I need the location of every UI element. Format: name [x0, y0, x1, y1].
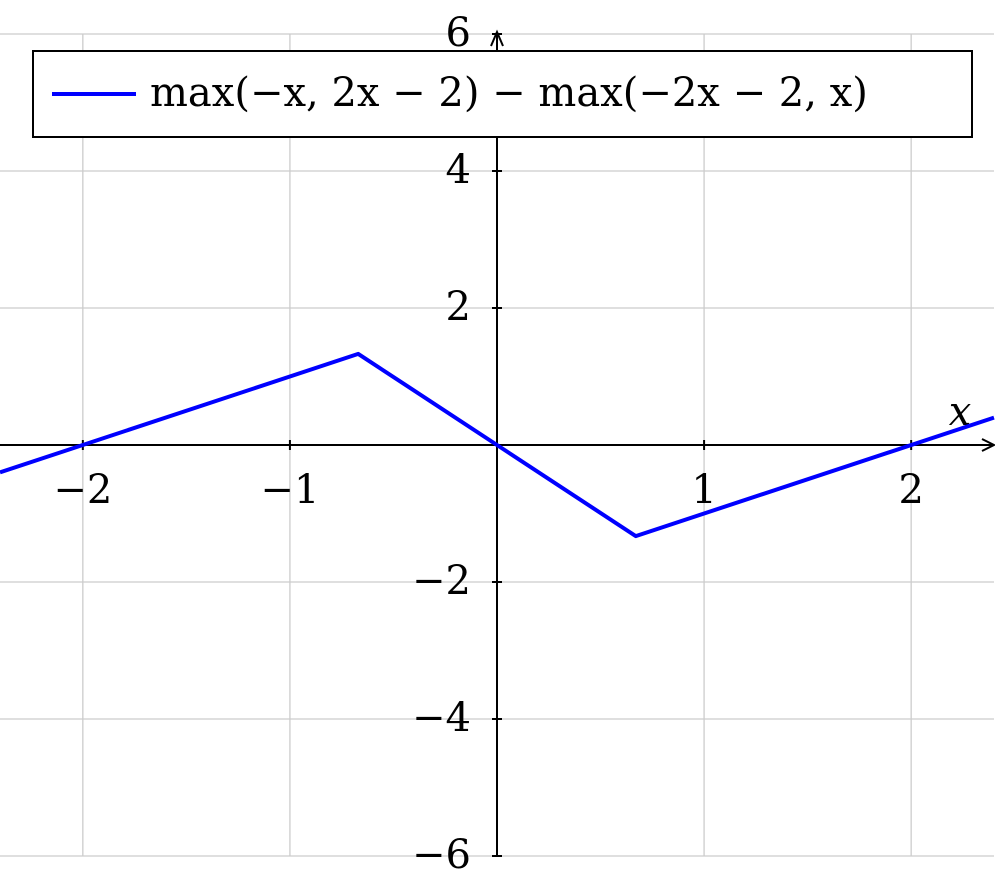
- y-tick-label: 2: [446, 284, 471, 330]
- y-tick-label: 4: [446, 147, 471, 193]
- x-axis-arrow: [981, 438, 995, 452]
- y-tick-label: 6: [446, 10, 471, 56]
- y-axis-arrow: [490, 29, 504, 47]
- legend-label: max(−x, 2x − 2) − max(−2x − 2, x): [150, 70, 868, 116]
- x-axis-label: x: [949, 389, 972, 435]
- y-tick-label: −4: [412, 695, 471, 741]
- x-tick-label: 1: [691, 467, 716, 513]
- plot: [0, 351, 995, 539]
- x-tick-label: −2: [53, 467, 112, 513]
- x-tick-label: −1: [260, 467, 319, 513]
- legend: max(−x, 2x − 2) − max(−2x − 2, x): [32, 50, 973, 138]
- y-tick-label: −2: [412, 558, 471, 604]
- legend-box: [32, 50, 973, 138]
- data-line: [0, 351, 995, 539]
- x-tick-label: 2: [898, 467, 923, 513]
- y-tick-label: −6: [412, 832, 471, 878]
